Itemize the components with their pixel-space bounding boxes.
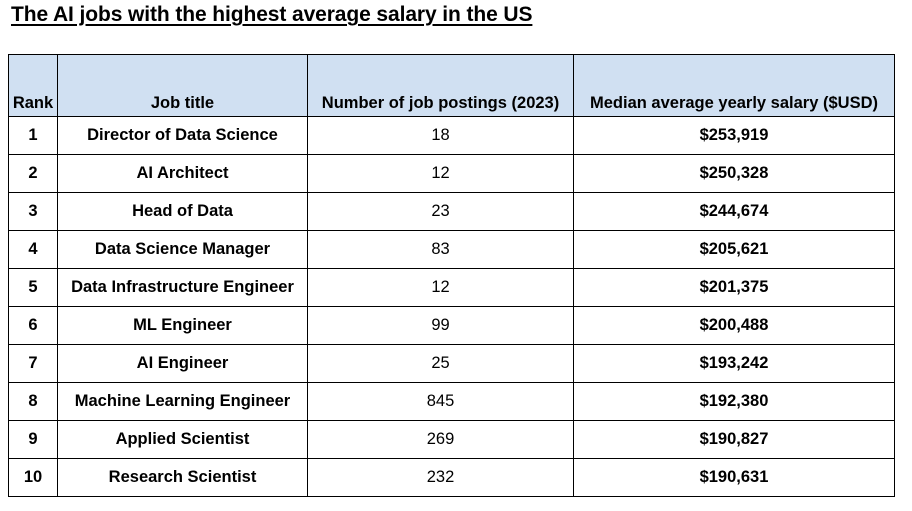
salary-cell: $192,380 [573, 382, 895, 421]
rank-cell: 3 [8, 192, 58, 231]
salary-cell: $190,827 [573, 420, 895, 459]
salary-cell: $200,488 [573, 306, 895, 345]
salary-cell: $253,919 [573, 116, 895, 155]
table-row: 2 AI Architect 12 $250,328 [8, 154, 895, 193]
salary-table: Rank Job title Number of job postings (2… [8, 54, 895, 497]
job-title-cell: Applied Scientist [57, 420, 308, 459]
rank-cell: 8 [8, 382, 58, 421]
table-row: 7 AI Engineer 25 $193,242 [8, 344, 895, 383]
salary-cell: $201,375 [573, 268, 895, 307]
rank-cell: 5 [8, 268, 58, 307]
job-title-cell: Data Infrastructure Engineer [57, 268, 308, 307]
job-title-cell: Director of Data Science [57, 116, 308, 155]
postings-cell: 269 [307, 420, 574, 459]
salary-cell: $190,631 [573, 458, 895, 497]
salary-cell: $244,674 [573, 192, 895, 231]
table-row: 6 ML Engineer 99 $200,488 [8, 306, 895, 345]
job-title-cell: AI Engineer [57, 344, 308, 383]
job-title-cell: Head of Data [57, 192, 308, 231]
rank-cell: 10 [8, 458, 58, 497]
rank-cell: 6 [8, 306, 58, 345]
job-title-cell: Data Science Manager [57, 230, 308, 269]
postings-cell: 25 [307, 344, 574, 383]
postings-cell: 23 [307, 192, 574, 231]
rank-cell: 1 [8, 116, 58, 155]
postings-cell: 99 [307, 306, 574, 345]
postings-cell: 12 [307, 154, 574, 193]
job-title-cell: ML Engineer [57, 306, 308, 345]
postings-cell: 845 [307, 382, 574, 421]
postings-cell: 18 [307, 116, 574, 155]
salary-cell: $205,621 [573, 230, 895, 269]
table-row: 1 Director of Data Science 18 $253,919 [8, 116, 895, 155]
header-postings: Number of job postings (2023) [307, 54, 574, 117]
table-row: 10 Research Scientist 232 $190,631 [8, 458, 895, 497]
rank-cell: 7 [8, 344, 58, 383]
postings-cell: 83 [307, 230, 574, 269]
salary-cell: $193,242 [573, 344, 895, 383]
rank-cell: 9 [8, 420, 58, 459]
postings-cell: 232 [307, 458, 574, 497]
table-header-row: Rank Job title Number of job postings (2… [8, 54, 895, 117]
postings-cell: 12 [307, 268, 574, 307]
rank-cell: 4 [8, 230, 58, 269]
job-title-cell: AI Architect [57, 154, 308, 193]
header-job-title: Job title [57, 54, 308, 117]
rank-cell: 2 [8, 154, 58, 193]
table-row: 5 Data Infrastructure Engineer 12 $201,3… [8, 268, 895, 307]
salary-cell: $250,328 [573, 154, 895, 193]
header-rank: Rank [8, 54, 58, 117]
table-row: 4 Data Science Manager 83 $205,621 [8, 230, 895, 269]
table-row: 9 Applied Scientist 269 $190,827 [8, 420, 895, 459]
table-row: 8 Machine Learning Engineer 845 $192,380 [8, 382, 895, 421]
page-title: The AI jobs with the highest average sal… [11, 3, 533, 26]
job-title-cell: Research Scientist [57, 458, 308, 497]
job-title-cell: Machine Learning Engineer [57, 382, 308, 421]
header-salary: Median average yearly salary ($USD) [573, 54, 895, 117]
table-row: 3 Head of Data 23 $244,674 [8, 192, 895, 231]
